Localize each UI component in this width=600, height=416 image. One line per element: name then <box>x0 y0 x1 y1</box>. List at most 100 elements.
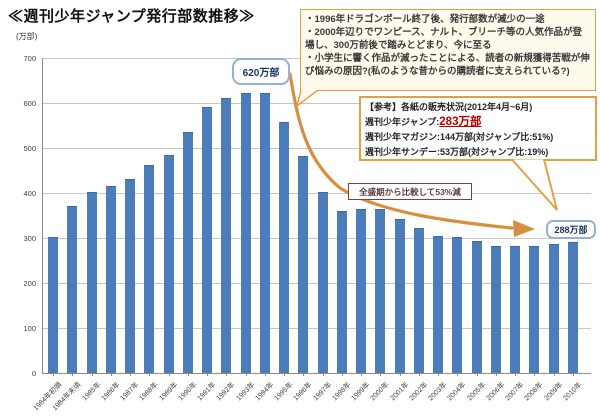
y-axis-unit-label: (万部) <box>16 31 37 42</box>
peak-callout: 620万部 <box>232 58 290 85</box>
bar-1995年 <box>279 122 289 373</box>
x-axis-label: 2002年 <box>407 380 430 403</box>
x-axis-tick <box>438 373 439 376</box>
bar-1991年 <box>202 107 212 373</box>
note-line-2: ・2000年辺りでワンピース、ナルト、ブリーチ等の人気作品が登場し、300万前後… <box>305 26 591 52</box>
x-axis-tick <box>380 373 381 376</box>
bar-1993年 <box>241 93 251 373</box>
x-axis-label: 1991年 <box>195 380 218 403</box>
note-line-1: ・1996年ドラゴンボール終了後、発行部数が減少の一途 <box>305 13 591 26</box>
bar-2004年 <box>452 237 462 373</box>
x-axis-tick <box>419 373 420 376</box>
jump-circulation-chart: ≪週刊少年ジャンプ発行部数推移≫ (万部) 1984年初頭1984年末頃1985… <box>0 0 600 416</box>
x-axis-label: 1987年 <box>118 380 141 403</box>
bar-1997年 <box>318 192 328 373</box>
x-axis-label: 1988年 <box>137 380 160 403</box>
y-axis-tick-label: 200 <box>0 279 36 288</box>
x-axis-tick <box>400 373 401 376</box>
x-axis-label: 2010年 <box>561 380 584 403</box>
bar-1990年 <box>183 132 193 373</box>
x-axis-label: 1996年 <box>291 380 314 403</box>
bar-2007年 <box>510 246 520 373</box>
bar-1987年 <box>125 179 135 374</box>
commentary-note-box: ・1996年ドラゴンボール終了後、発行部数が減少の一途 ・2000年辺りでワンピ… <box>300 9 596 91</box>
bar-1998年 <box>337 211 347 373</box>
bar-1985年 <box>87 192 97 373</box>
bar-1984年初頭 <box>48 237 58 373</box>
x-axis-label: 2008年 <box>523 380 546 403</box>
bar-1984年末頃 <box>67 206 77 374</box>
x-axis-label: 1990年 <box>176 380 199 403</box>
x-axis-label: 2005年 <box>465 380 488 403</box>
x-axis-label: 1989年 <box>157 380 180 403</box>
x-axis-label: 2007年 <box>503 380 526 403</box>
x-axis-tick <box>111 373 112 376</box>
reference-title: 【参考】各紙の販売状況(2012年4月~6月) <box>365 100 591 115</box>
jump-value: 283万部 <box>439 116 481 128</box>
x-axis-tick <box>361 373 362 376</box>
y-axis-tick-label: 100 <box>0 324 36 333</box>
bar-2000年 <box>375 209 385 373</box>
x-axis-tick <box>323 373 324 376</box>
x-axis-tick <box>149 373 150 376</box>
x-axis-tick <box>496 373 497 376</box>
x-axis-tick <box>303 373 304 376</box>
chart-title: ≪週刊少年ジャンプ発行部数推移≫ <box>8 5 255 26</box>
x-axis-label: 1994年 <box>253 380 276 403</box>
y-axis-tick-label: 400 <box>0 189 36 198</box>
bar-2003年 <box>433 236 443 373</box>
y-axis-tick-label: 600 <box>0 99 36 108</box>
x-axis-label: 2000年 <box>368 380 391 403</box>
reference-sales-box: 【参考】各紙の販売状況(2012年4月~6月) 週刊少年ジャンプ:283万部 週… <box>359 96 597 161</box>
x-axis-label: 2004年 <box>445 380 468 403</box>
x-axis-label: 1995年 <box>272 380 295 403</box>
x-axis-label: 1999年 <box>349 380 372 403</box>
bar-2010年 <box>568 242 578 373</box>
x-axis-label: 1985年 <box>80 380 103 403</box>
x-axis-label: 1992年 <box>214 380 237 403</box>
bar-2009年 <box>549 244 559 373</box>
reference-sunday-line: 週刊少年サンデー:53万部(対ジャンプ比:19%) <box>365 145 591 160</box>
bar-1999年 <box>356 209 366 373</box>
x-axis-tick <box>246 373 247 376</box>
reference-magazine-line: 週刊少年マガジン:144万部(対ジャンプ比:51%) <box>365 130 591 145</box>
jump-label: 週刊少年ジャンプ: <box>365 117 439 127</box>
x-axis-label: 1993年 <box>234 380 257 403</box>
y-axis-tick-label: 700 <box>0 54 36 63</box>
x-axis-tick <box>72 373 73 376</box>
x-axis-label: 2006年 <box>484 380 507 403</box>
y-axis-tick-label: 0 <box>0 369 36 378</box>
y-axis-tick-label: 300 <box>0 234 36 243</box>
x-axis-label: 1998年 <box>330 380 353 403</box>
bar-1992年 <box>221 98 231 374</box>
x-axis-tick <box>53 373 54 376</box>
bar-2008年 <box>529 246 539 373</box>
note-line-3: ・小学生に響く作品が減ったことによる、読者の新規獲得苦戦が伸び悩みの原因?(私の… <box>305 52 591 78</box>
x-axis-tick <box>207 373 208 376</box>
x-axis-label: 2001年 <box>388 380 411 403</box>
bar-1988年 <box>144 165 154 373</box>
bar-2001年 <box>395 219 405 373</box>
bar-2002年 <box>414 228 424 373</box>
reference-jump-line: 週刊少年ジャンプ:283万部 <box>365 115 591 130</box>
x-axis-tick <box>226 373 227 376</box>
bar-1994年 <box>260 93 270 373</box>
x-axis-tick <box>515 373 516 376</box>
x-axis-tick <box>265 373 266 376</box>
x-axis-tick <box>477 373 478 376</box>
x-axis-tick <box>573 373 574 376</box>
bar-1986年 <box>106 186 116 373</box>
bar-1996年 <box>298 156 308 373</box>
latest-callout: 288万部 <box>546 220 596 239</box>
x-axis-tick <box>284 373 285 376</box>
bar-2005年 <box>472 241 482 373</box>
decline-percentage-label: 全盛期から比較して53%減 <box>348 183 472 200</box>
bar-1989年 <box>164 155 174 373</box>
y-axis-tick-label: 500 <box>0 144 36 153</box>
x-axis-tick <box>457 373 458 376</box>
bar-2006年 <box>491 246 501 373</box>
x-axis-tick <box>130 373 131 376</box>
x-axis-tick <box>188 373 189 376</box>
x-axis-tick <box>92 373 93 376</box>
x-axis-label: 2003年 <box>426 380 449 403</box>
